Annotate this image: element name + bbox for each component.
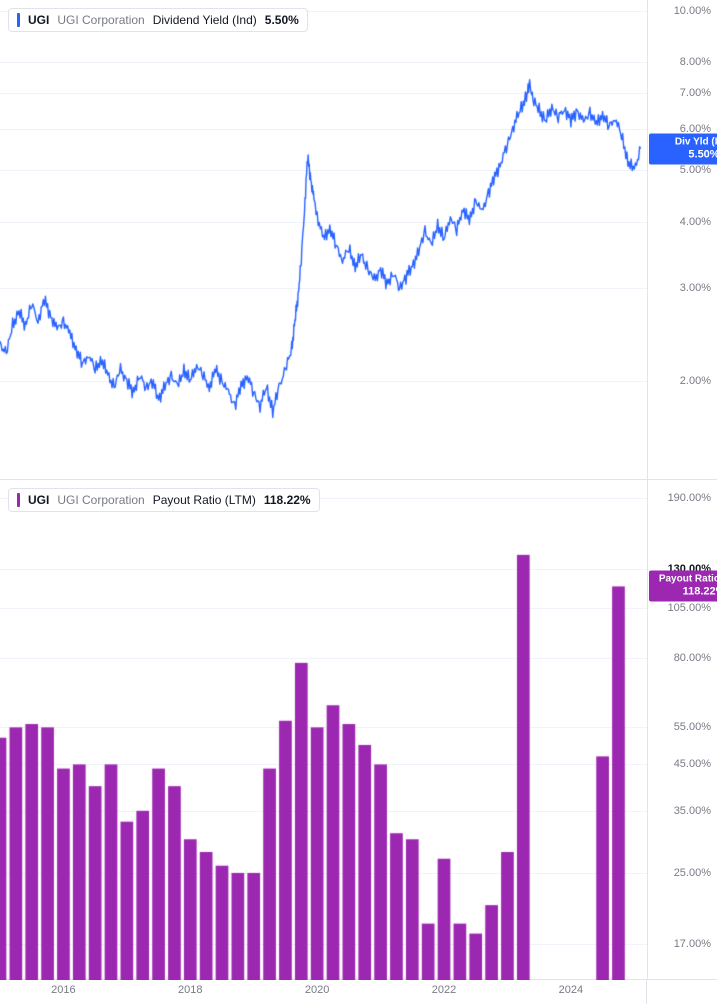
y-tick-label: 35.00% <box>674 805 711 817</box>
bottom-measure: Payout Ratio (LTM) <box>153 493 256 507</box>
bottom-flag-value: 118.22% <box>655 586 717 599</box>
top-symbol: UGI <box>28 13 49 27</box>
top-value: 5.50% <box>265 13 299 27</box>
y-tick-label: 55.00% <box>674 721 711 733</box>
bottom-symbol: UGI <box>28 493 49 507</box>
top-measure: Dividend Yield (Ind) <box>153 13 257 27</box>
y-tick-label: 5.00% <box>680 164 711 176</box>
y-tick-label: 17.00% <box>674 938 711 950</box>
top-y-axis: 2.00%3.00%4.00%5.00%6.00%7.00%8.00%10.00… <box>647 0 717 479</box>
x-tick-label: 2020 <box>305 984 329 996</box>
bottom-company: UGI Corporation <box>57 493 144 507</box>
top-legend[interactable]: UGI UGI Corporation Dividend Yield (Ind)… <box>8 8 308 32</box>
x-tick-label: 2018 <box>178 984 202 996</box>
bottom-y-axis: 17.00% 25.00% 35.00% 45.00% 55.00% 80.00% 105.… <box>647 480 717 979</box>
y-tick-label: 7.00% <box>680 87 711 99</box>
bottom-legend[interactable]: UGI UGI Corporation Payout Ratio (LTM) 1… <box>8 488 320 512</box>
y-tick-label: 3.00% <box>680 282 711 294</box>
bottom-value: 118.22% <box>264 493 311 507</box>
top-flag-value: 5.50% <box>655 148 717 161</box>
top-flag-title: Div Yld (Ind) <box>655 136 717 148</box>
y-tick-label: 80.00% <box>674 652 711 664</box>
y-tick-label: 25.00% <box>674 867 711 879</box>
x-tick-label: 2024 <box>559 984 583 996</box>
top-company: UGI Corporation <box>57 13 144 27</box>
y-tick-label: 8.00% <box>680 56 711 68</box>
y-tick-label: 4.00% <box>680 216 711 228</box>
x-tick-label: 2016 <box>51 984 75 996</box>
bottom-legend-marker <box>17 493 20 507</box>
y-tick-label: 190.00% <box>668 492 711 504</box>
payout-ratio-chart-panel: UGI UGI Corporation Payout Ratio (LTM) 1… <box>0 480 717 980</box>
y-tick-label: 2.00% <box>680 375 711 387</box>
y-tick-label: 45.00% <box>674 758 711 770</box>
x-axis: 2016 2018 2020 2022 2024 <box>0 980 647 1004</box>
payout-ratio-bar-plot[interactable] <box>0 480 647 980</box>
dividend-yield-chart-panel: UGI UGI Corporation Dividend Yield (Ind)… <box>0 0 717 480</box>
x-tick-label: 2022 <box>432 984 456 996</box>
top-legend-marker <box>17 13 20 27</box>
chart-container: UGI UGI Corporation Dividend Yield (Ind)… <box>0 0 717 1004</box>
y-tick-label: 105.00% <box>668 602 711 614</box>
bottom-price-flag: Payout Ratio (LTM) 118.22% <box>649 571 717 602</box>
bottom-flag-title: Payout Ratio (LTM) <box>655 574 717 586</box>
top-price-flag: Div Yld (Ind) 5.50% <box>649 133 717 164</box>
dividend-yield-line-plot[interactable] <box>0 0 647 480</box>
y-tick-label: 10.00% <box>674 5 711 17</box>
